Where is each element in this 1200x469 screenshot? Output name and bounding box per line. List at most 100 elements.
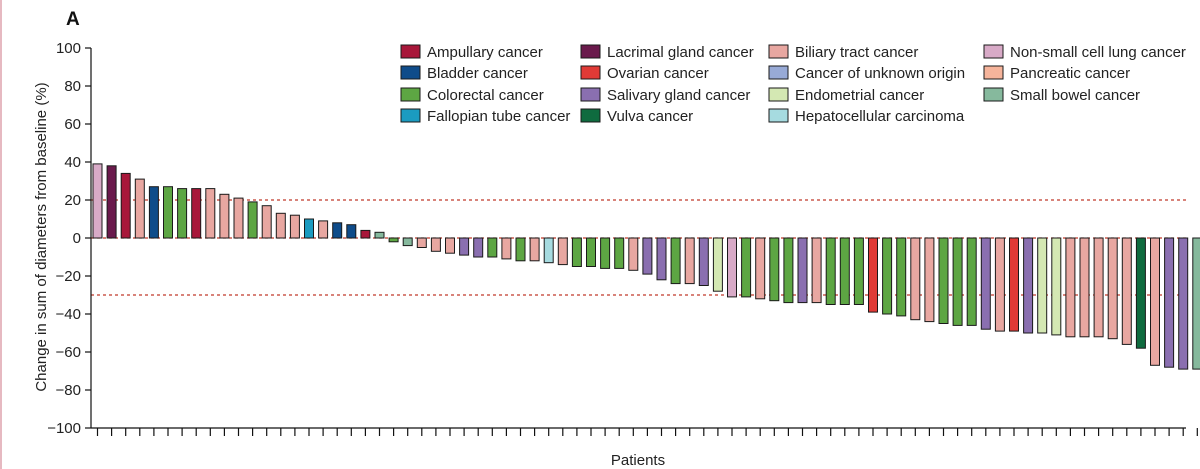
bar-patient-58 [896,237,907,317]
bar-patient-15 [289,214,300,239]
legend-swatch-hepatocellular-carcinoma [768,108,789,123]
bar-patient-50 [783,237,794,304]
bar-patient-41 [656,237,667,281]
bar-patient-12 [247,201,258,239]
legend-swatch-ampullary-cancer [400,44,421,59]
legend-swatch-fallopian-tube-cancer [400,108,421,123]
bar-patient-78 [1178,237,1189,370]
bar-patient-70 [1065,237,1076,338]
y-tick-label: −20 [56,268,81,285]
legend-label-ovarian-cancer: Ovarian cancer [607,65,709,82]
bar-patient-45 [712,237,723,292]
bar-patient-31 [515,237,526,262]
bar-patient-64 [980,237,991,330]
legend-label-salivary-gland-cancer: Salivary gland cancer [607,87,750,104]
bar-patient-37 [600,237,611,269]
x-axis-title: Patients [611,452,665,469]
legend-swatch-bladder-cancer [400,65,421,80]
bar-patient-46 [727,237,737,298]
y-tick-label: −60 [56,344,81,361]
bar-patient-16 [304,218,314,239]
page-edge-rule [0,0,2,469]
bar-patient-54 [839,237,850,305]
bar-patient-51 [797,237,808,304]
bar-patient-79 [1192,237,1200,370]
bar-patient-11 [233,197,244,239]
legend-label-cancer-of-unknown-origin: Cancer of unknown origin [795,65,965,82]
bar-patient-56 [868,237,878,313]
legend-label-small-bowel-cancer: Small bowel cancer [1010,87,1140,104]
y-tick-label: −80 [56,382,81,399]
bar-patient-22 [388,237,399,243]
bars [92,163,1200,370]
bar-patient-8 [191,188,202,239]
bar-patient-32 [529,237,540,262]
bar-patient-36 [586,237,596,267]
bar-patient-2 [106,165,117,239]
legend-swatch-pancreatic-cancer [983,65,1004,80]
bar-patient-48 [755,237,766,300]
bar-patient-14 [275,212,286,239]
legend-label-colorectal-cancer: Colorectal cancer [427,87,544,104]
bar-patient-52 [811,237,822,304]
legend-swatch-colorectal-cancer [400,87,421,102]
bar-patient-19 [346,224,357,239]
bar-patient-67 [1023,237,1034,334]
bar-patient-72 [1093,237,1104,338]
bar-patient-55 [853,237,864,305]
y-tick-label: 100 [56,40,81,57]
legend-label-endometrial-cancer: Endometrial cancer [795,87,924,104]
bar-patient-53 [825,237,836,305]
bar-patient-42 [670,237,681,285]
bar-patient-20 [360,229,371,239]
bar-patient-25 [430,237,441,252]
legend: Ampullary cancer Lacrimal gland cancer Bil… [400,44,1186,125]
bar-patient-69 [1051,237,1062,336]
bar-patient-47 [741,237,752,298]
bar-patient-75 [1135,237,1146,349]
bar-patient-24 [416,237,427,248]
bar-patient-38 [614,237,625,269]
legend-label-lacrimal-gland-cancer: Lacrimal gland cancer [607,44,754,61]
legend-label-non-small-cell-lung-cancer: Non-small cell lung cancer [1010,44,1186,61]
bar-patient-71 [1079,237,1090,338]
bar-patient-63 [966,237,977,326]
bar-patient-73 [1107,237,1118,340]
bar-patient-6 [163,186,173,239]
bar-patient-3 [120,172,131,239]
legend-swatch-endometrial-cancer [768,87,789,102]
bar-patient-7 [177,188,188,239]
bar-patient-61 [938,237,949,324]
legend-label-vulva-cancer: Vulva cancer [607,108,693,125]
legend-swatch-vulva-cancer [580,108,601,123]
y-tick-label: 40 [64,154,81,171]
bar-patient-5 [148,186,159,239]
legend-swatch-small-bowel-cancer [983,87,1004,102]
legend-label-ampullary-cancer: Ampullary cancer [427,44,543,61]
bar-patient-33 [543,237,554,264]
y-axis-title: Change in sum of diameters from baseline… [33,82,50,391]
legend-label-fallopian-tube-cancer: Fallopian tube cancer [427,108,570,125]
bar-patient-39 [628,237,639,271]
bar-patient-66 [1009,237,1019,332]
bar-patient-44 [698,237,709,286]
legend-swatch-lacrimal-gland-cancer [580,44,601,59]
bar-patient-68 [1037,237,1048,334]
bar-patient-10 [219,193,230,239]
panel-label: A [66,9,80,30]
bar-patient-26 [445,237,455,254]
y-tick-label: −100 [47,420,81,437]
bar-patient-28 [473,237,484,258]
bar-patient-9 [205,188,216,239]
legend-label-bladder-cancer: Bladder cancer [427,65,528,82]
bar-patient-27 [459,237,470,256]
bar-patient-29 [487,237,498,258]
bar-patient-43 [684,237,695,285]
bar-patient-62 [952,237,963,326]
legend-swatch-ovarian-cancer [580,65,601,80]
legend-swatch-cancer-of-unknown-origin [768,65,789,80]
bar-patient-17 [318,220,329,239]
bar-patient-77 [1164,237,1175,368]
bar-patient-60 [924,237,935,323]
